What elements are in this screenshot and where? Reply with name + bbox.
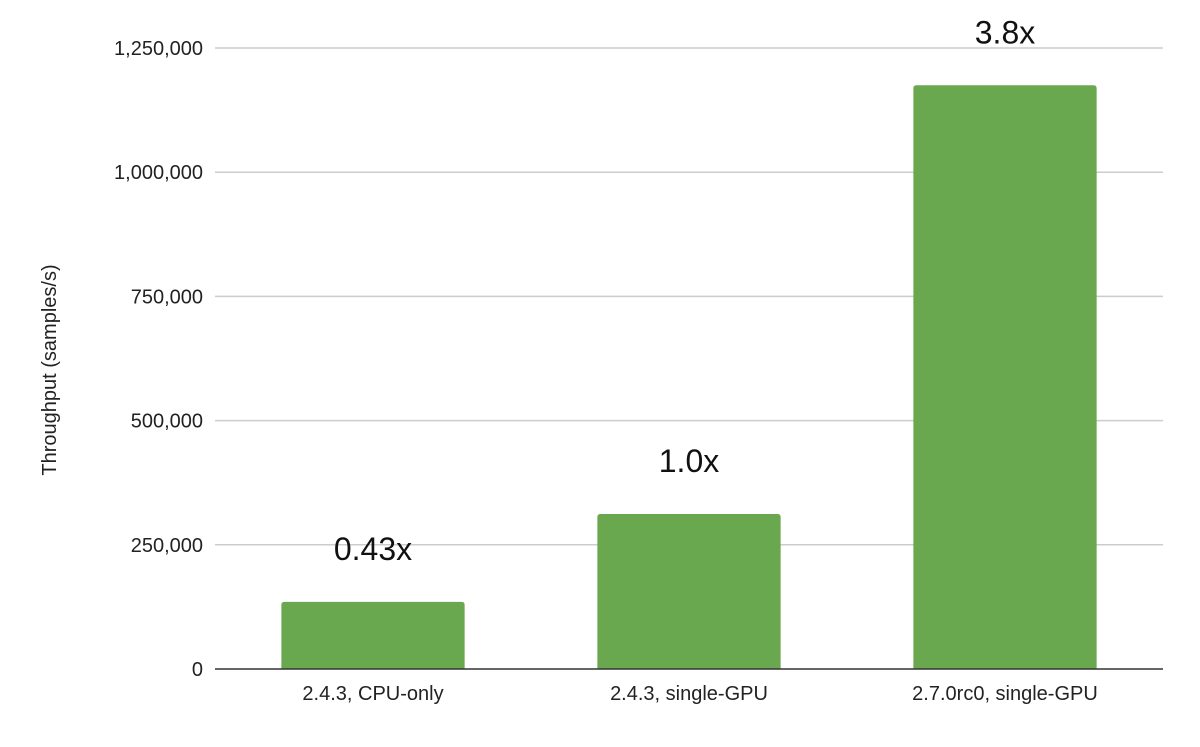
y-tick-label: 0 xyxy=(192,659,203,681)
bar-data-label: 3.8x xyxy=(975,14,1035,50)
bar xyxy=(597,513,781,669)
bar xyxy=(913,85,1097,669)
x-tick-label: 2.4.3, single-GPU xyxy=(610,683,768,705)
y-tick-label: 1,250,000 xyxy=(114,38,203,60)
bar-data-label: 1.0x xyxy=(659,443,719,479)
y-axis: 0 250,000 500,000 750,000 1,000,000 1,250,000 xyxy=(114,38,203,681)
y-tick-label: 250,000 xyxy=(131,535,203,557)
x-axis: 2.4.3, CPU-only 2.4.3, single-GPU 2.7.0rc0… xyxy=(215,668,1163,705)
x-tick-label: 2.4.3, CPU-only xyxy=(302,683,443,705)
bars xyxy=(281,85,1097,669)
bar xyxy=(281,601,465,669)
y-axis-title: Throughput (samples/s) xyxy=(39,264,61,475)
y-tick-label: 1,000,000 xyxy=(114,162,203,184)
y-tick-label: 750,000 xyxy=(131,286,203,308)
data-labels: 0.43x 1.0x 3.8x xyxy=(334,14,1035,567)
x-tick-label: 2.7.0rc0, single-GPU xyxy=(912,683,1098,705)
bar-data-label: 0.43x xyxy=(334,531,412,567)
y-tick-label: 500,000 xyxy=(131,411,203,433)
